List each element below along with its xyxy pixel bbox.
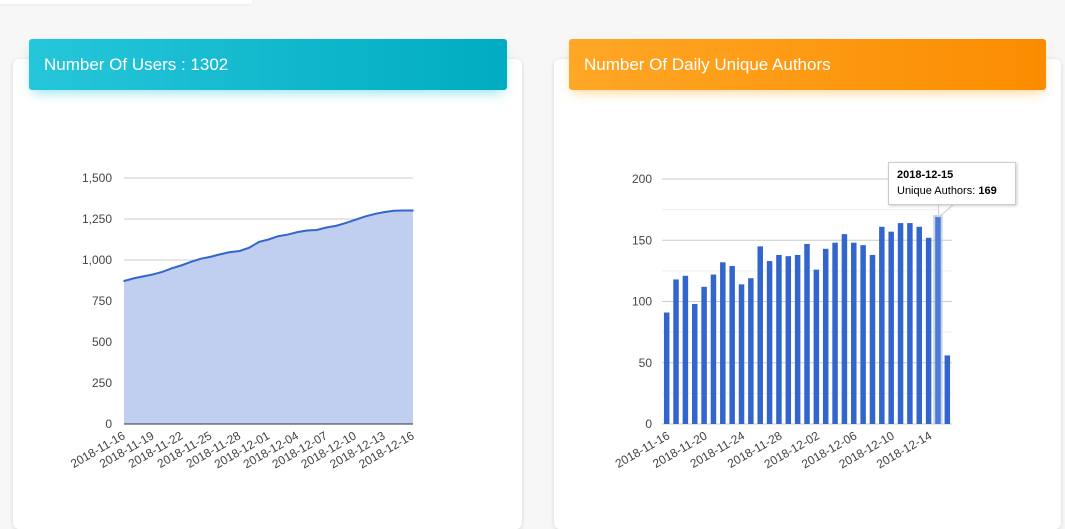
bar <box>682 275 689 424</box>
bar <box>935 216 941 424</box>
data-point <box>132 277 135 280</box>
data-point <box>383 211 385 213</box>
data-point <box>200 257 202 260</box>
data-point <box>219 253 222 256</box>
tooltip-label: Unique Authors: <box>897 185 976 197</box>
data-point <box>161 271 164 273</box>
data-point <box>181 264 183 267</box>
y-tick-label: 100 <box>632 295 652 309</box>
authors-bar-chart[interactable]: 0501001502002018-11-162018-11-202018-11-… <box>613 172 952 471</box>
bar <box>841 234 848 424</box>
bar <box>710 274 717 424</box>
bar <box>701 286 707 424</box>
bar <box>925 237 932 424</box>
data-point <box>412 209 414 212</box>
tooltip-date: 2018-12-15 <box>897 169 954 181</box>
data-point <box>190 260 193 263</box>
bar <box>888 231 894 424</box>
bar <box>673 279 679 424</box>
authors-card-title: Number Of Daily Unique Authors <box>569 39 1046 90</box>
y-tick-label: 250 <box>92 376 112 390</box>
data-point <box>315 229 318 231</box>
bar <box>813 269 820 424</box>
bar <box>766 261 773 424</box>
bar <box>785 256 792 424</box>
bar <box>729 265 735 424</box>
data-point <box>306 229 308 232</box>
data-point <box>286 233 289 236</box>
charts-svg: 02505007501,0001,2501,5002018-11-162018-… <box>68 171 952 471</box>
data-point <box>354 219 357 221</box>
bar <box>822 248 829 424</box>
y-tick-label: 1,000 <box>82 253 112 267</box>
y-tick-label: 1,500 <box>82 171 112 185</box>
data-point <box>335 225 337 227</box>
data-point <box>152 273 154 276</box>
top-bar-fragment <box>0 0 252 4</box>
data-point <box>402 209 405 212</box>
data-point <box>142 275 145 278</box>
bar <box>907 223 913 424</box>
bar <box>776 254 782 424</box>
y-tick-label: 0 <box>645 417 652 431</box>
bar <box>804 243 810 424</box>
tooltip-body: Unique Authors: 169 <box>897 185 1007 197</box>
bar <box>916 226 923 424</box>
y-tick-label: 50 <box>639 356 653 370</box>
data-point <box>267 238 270 241</box>
y-tick-label: 500 <box>92 335 112 349</box>
bar <box>691 303 698 424</box>
data-point <box>392 210 395 212</box>
tooltip-pointer <box>938 204 954 218</box>
users-area-chart[interactable]: 02505007501,0001,2501,5002018-11-162018-… <box>68 171 417 471</box>
y-tick-label: 150 <box>632 233 652 247</box>
bar <box>720 262 726 424</box>
bar <box>879 226 885 424</box>
bar <box>832 242 838 424</box>
data-point <box>277 235 279 238</box>
bar <box>897 223 904 424</box>
data-point <box>238 250 241 252</box>
bar <box>794 254 801 424</box>
users-card-title: Number Of Users : 1302 <box>29 39 507 90</box>
data-point <box>344 222 347 224</box>
data-point <box>229 251 231 253</box>
data-point <box>296 231 299 233</box>
y-tick-label: 750 <box>92 294 112 308</box>
data-point <box>258 241 260 243</box>
bar <box>663 312 670 424</box>
data-point <box>209 255 212 258</box>
area-fill <box>124 210 413 424</box>
tooltip-value: 169 <box>978 185 997 197</box>
bar <box>860 245 866 424</box>
data-point <box>325 226 328 229</box>
data-point <box>123 280 125 282</box>
bar <box>851 242 857 424</box>
bar <box>944 355 951 424</box>
y-tick-label: 1,250 <box>82 212 112 226</box>
data-point <box>248 246 251 249</box>
y-tick-label: 0 <box>105 417 112 431</box>
bar <box>748 278 754 424</box>
bar <box>869 254 876 424</box>
bar <box>738 284 745 424</box>
y-tick-label: 200 <box>632 172 652 186</box>
data-point <box>364 215 366 218</box>
data-point <box>171 267 173 270</box>
data-point <box>373 213 376 215</box>
bar-tooltip: 2018-12-15 Unique Authors: 169 <box>888 162 1016 205</box>
bar <box>757 246 763 424</box>
